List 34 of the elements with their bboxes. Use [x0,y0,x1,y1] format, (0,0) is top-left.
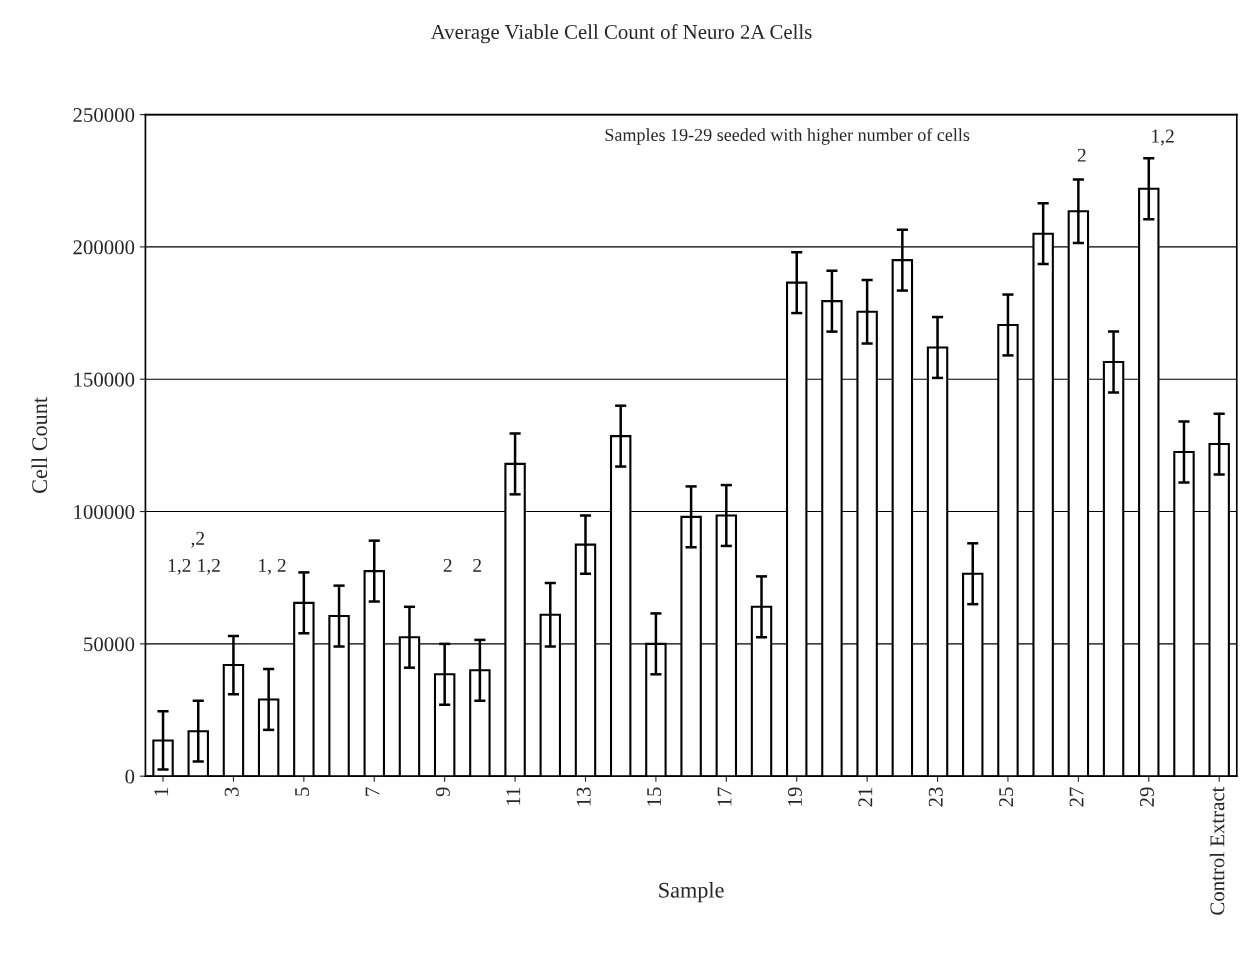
annotation: 1,2 [1152,129,1174,146]
annotation: 1,2 [168,558,191,575]
y-tick-label: 250000 [73,107,135,123]
y-tick-label: 150000 [74,372,135,387]
annotation: Samples 19-29 seeded with higher number of cells [605,128,970,145]
annotation: 2 [473,558,481,572]
y-axis-title: Cell Count [31,397,48,493]
y-tick-label: 0 [125,769,135,784]
x-tick-label: 9 [435,787,450,797]
x-axis-title: Sample [659,882,724,903]
x-tick-label: 25 [999,787,1014,807]
x-tick-label: 27 [1069,787,1084,807]
x-tick-label: Control Extract [1209,786,1225,915]
x-tick-label: 29 [1139,787,1154,807]
annotation: 1, 2 [259,558,286,575]
x-tick-label: 21 [858,787,873,807]
x-tick-label: 1 [154,787,169,796]
x-tick-label: 17 [717,787,732,806]
y-tick-label: 50000 [84,637,135,652]
chart-title: Average Viable Cell Count of Neuro 2A Cells [430,24,812,44]
annotation: ,2 [191,531,205,548]
x-tick-label: 3 [224,787,239,797]
annotation: 1,2 [198,558,220,575]
x-tick-label: 5 [295,787,310,796]
annotation: 2 [443,558,452,572]
x-tick-label: 13 [576,787,591,806]
x-tick-label: 15 [647,787,662,806]
x-tick-label: 11 [506,787,521,805]
x-tick-label: 7 [365,787,380,796]
y-tick-label: 100000 [74,504,135,519]
x-tick-label: 19 [787,787,802,806]
x-tick-label: 23 [928,787,943,807]
annotation: 2 [1077,148,1086,162]
y-tick-label: 200000 [73,240,135,255]
